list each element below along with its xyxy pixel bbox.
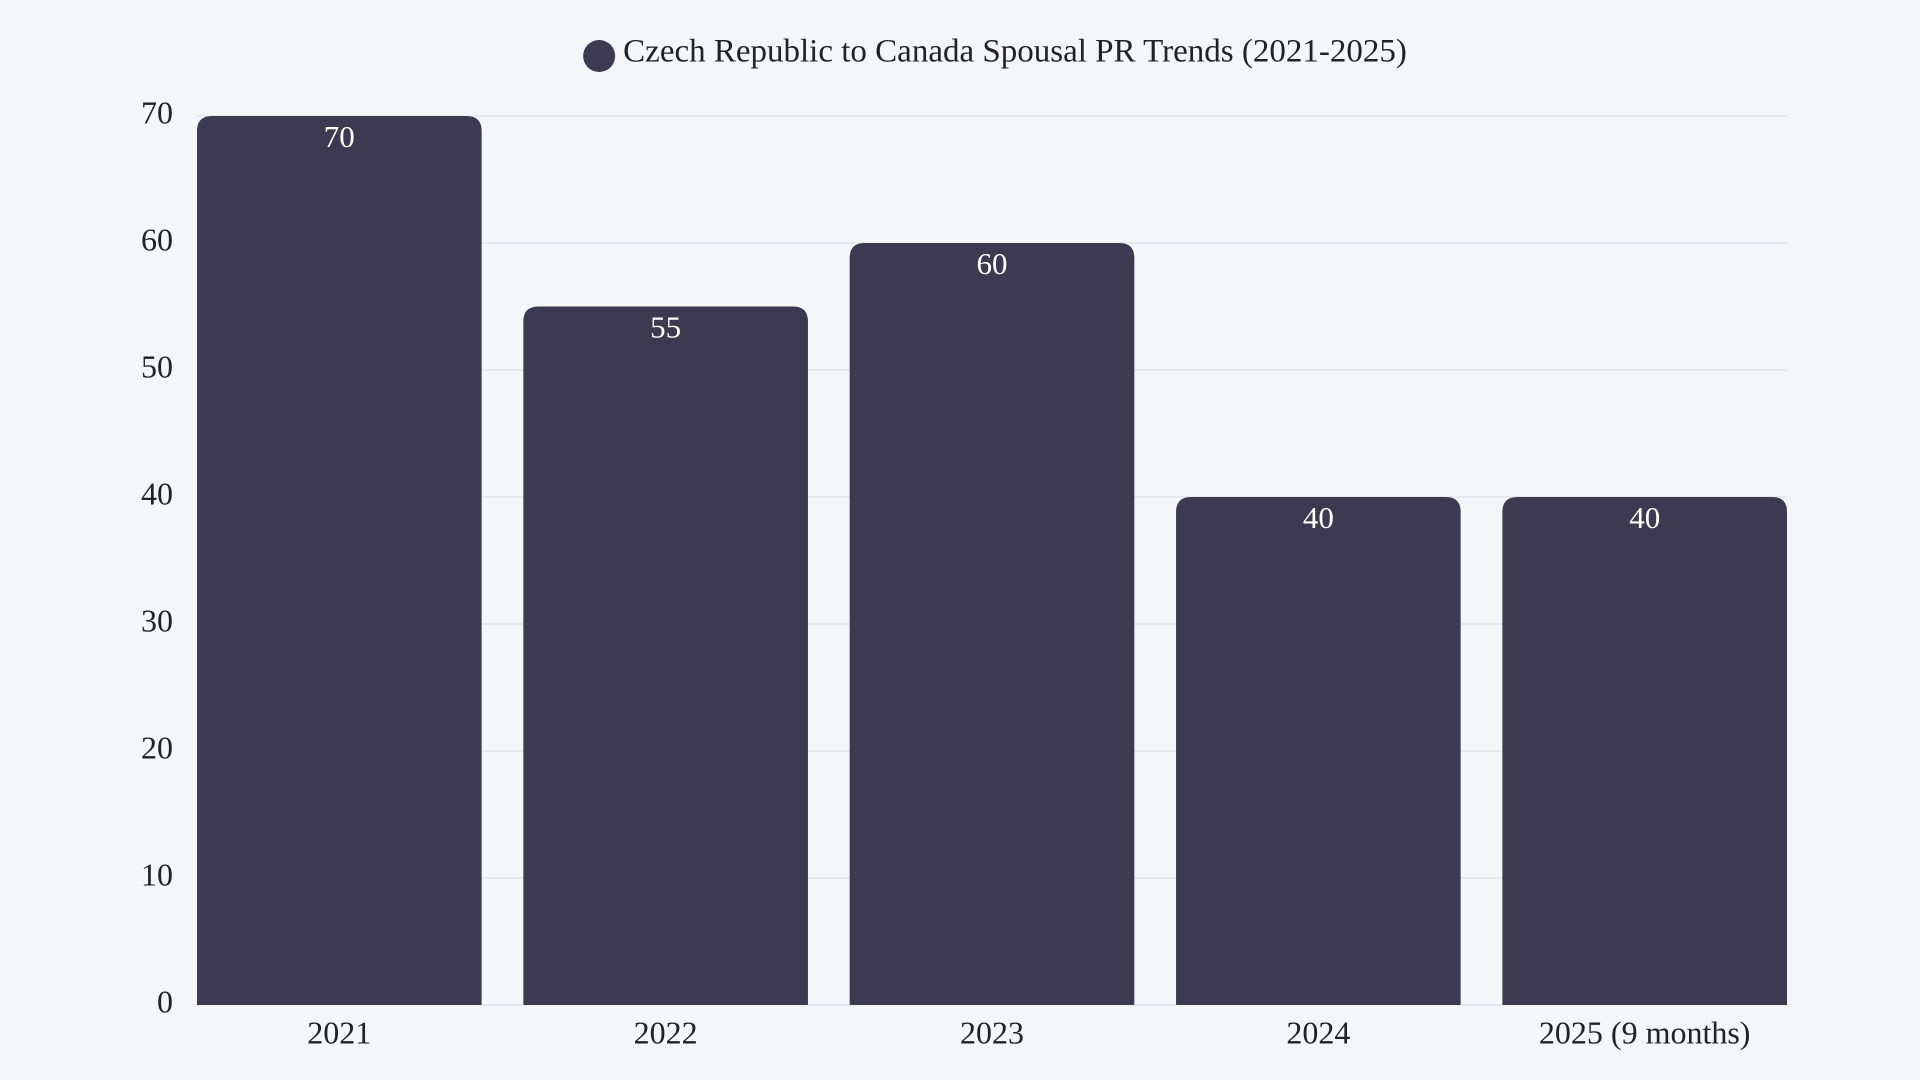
legend-marker — [583, 40, 616, 72]
x-tick-label: 2024 — [1286, 1014, 1350, 1050]
value-label: 70 — [324, 119, 355, 154]
bar — [1176, 497, 1461, 1005]
bar — [1502, 497, 1787, 1005]
y-tick-label: 10 — [141, 856, 173, 892]
y-tick-label: 60 — [141, 221, 173, 257]
y-tick-label: 70 — [141, 94, 173, 130]
y-tick-label: 50 — [141, 348, 173, 384]
bar — [523, 306, 808, 1005]
legend-label: Czech Republic to Canada Spousal PR Tren… — [623, 34, 1407, 70]
x-tick-label: 2025 (9 months) — [1539, 1014, 1751, 1050]
value-label: 55 — [650, 310, 681, 345]
bar — [197, 116, 482, 1005]
y-tick-label: 0 — [157, 983, 173, 1019]
y-tick-label: 20 — [141, 729, 173, 765]
y-tick-label: 40 — [141, 475, 173, 511]
y-tick-label: 30 — [141, 602, 173, 638]
x-tick-label: 2023 — [960, 1014, 1024, 1050]
x-tick-label: 2022 — [634, 1014, 698, 1050]
value-label: 60 — [977, 246, 1008, 281]
value-label: 40 — [1303, 500, 1334, 535]
bar — [849, 243, 1135, 1005]
x-tick-label: 2021 — [307, 1014, 371, 1050]
value-label: 40 — [1629, 500, 1660, 535]
